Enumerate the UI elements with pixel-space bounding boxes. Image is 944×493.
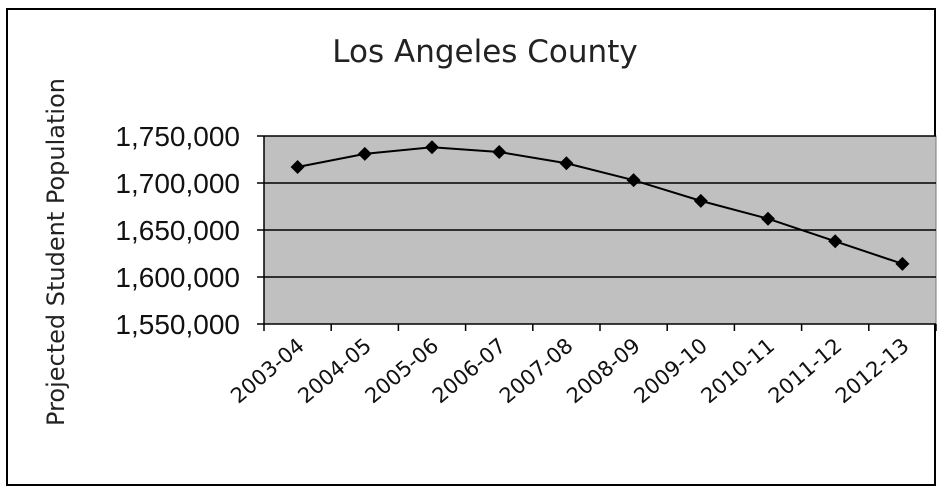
y-tick-label: 1,600,000 — [115, 262, 240, 293]
data-point-marker — [693, 193, 708, 208]
y-tick-label: 1,650,000 — [115, 215, 240, 246]
x-tick-label: 2003-04 — [226, 333, 309, 408]
data-point-marker — [626, 173, 641, 188]
series-line — [297, 146, 903, 265]
data-point-marker — [290, 160, 305, 175]
data-point-marker — [425, 140, 439, 155]
y-tick-labels: 1,550,000 1,600,000 1,650,000 1,700,000 1,75… — [115, 121, 240, 340]
data-point-marker — [895, 256, 910, 271]
x-tick-label: 2007-08 — [495, 333, 578, 408]
data-point-marker — [492, 144, 507, 159]
data-point-marker — [761, 211, 775, 226]
chart-title: Los Angeles County — [332, 34, 637, 70]
series-population — [290, 140, 910, 271]
axes — [257, 135, 937, 331]
x-tick-label: 2010-11 — [697, 333, 780, 408]
data-point-marker — [559, 156, 574, 171]
x-tick-label: 2004-05 — [293, 333, 376, 408]
y-tick-label: 1,550,000 — [115, 309, 240, 340]
y-tick-label: 1,750,000 — [115, 121, 240, 152]
data-point-marker — [357, 146, 372, 161]
x-tick-label: 2011-12 — [764, 333, 847, 408]
gridlines — [264, 135, 936, 278]
x-tick-label: 2006-07 — [428, 333, 511, 408]
y-axis-title: Projected Student Population — [42, 78, 70, 426]
x-tick-labels: 2003-042004-052005-062006-072007-082008-… — [226, 333, 913, 408]
x-tick-label: 2008-09 — [562, 333, 645, 408]
data-point-marker — [828, 234, 843, 249]
y-tick-label: 1,700,000 — [115, 168, 240, 199]
x-tick-label: 2009-10 — [629, 333, 712, 408]
x-tick-label: 2012-13 — [831, 333, 914, 408]
x-tick-label: 2005-06 — [361, 333, 444, 408]
